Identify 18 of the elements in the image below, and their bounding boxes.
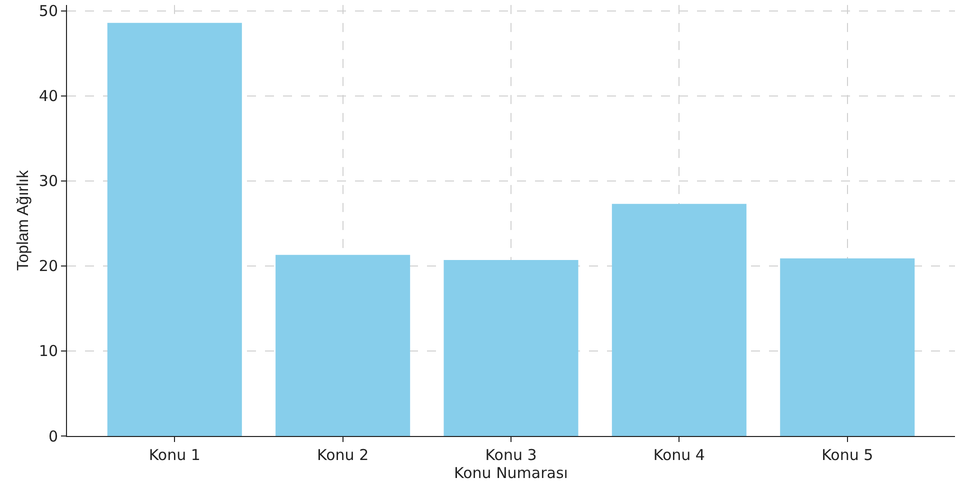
y-tick-label: 20 [38, 257, 58, 276]
x-tick-label: Konu 1 [148, 446, 200, 464]
y-tick-label: 40 [38, 87, 58, 106]
x-axis-title: Konu Numarası [454, 464, 568, 482]
y-tick-label: 30 [38, 172, 58, 190]
y-tick-label: 10 [38, 342, 58, 360]
bar [107, 22, 242, 436]
x-tick-label: Konu 4 [653, 446, 705, 464]
y-tick-label: 0 [48, 427, 58, 446]
x-tick-label: Konu 3 [485, 446, 537, 464]
bar [444, 260, 578, 436]
y-axis-title: Toplam Ağırlık [14, 169, 32, 271]
x-tick-label: Konu 5 [822, 446, 874, 464]
bar [612, 204, 746, 436]
bar [276, 254, 410, 436]
y-tick-label: 50 [38, 2, 58, 20]
bar [780, 258, 915, 436]
x-tick-label: Konu 2 [317, 446, 369, 464]
